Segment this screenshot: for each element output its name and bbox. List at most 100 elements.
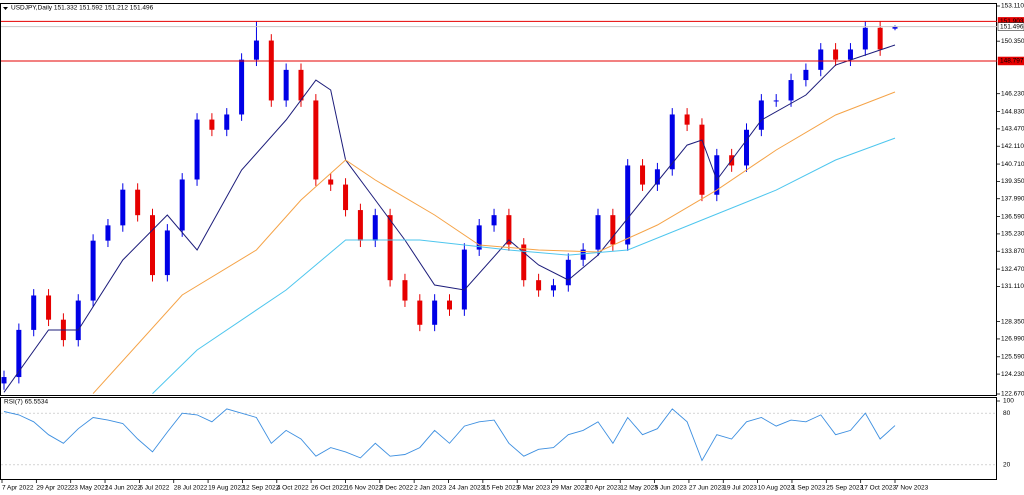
- candle-body: [610, 215, 616, 245]
- price-level-label: 151.903: [1000, 18, 1024, 25]
- y-tick-label: 135.230: [1001, 231, 1024, 238]
- candle-body: [16, 329, 22, 378]
- candle-body: [120, 189, 126, 226]
- candle-body: [268, 40, 274, 101]
- x-tick-label: 12 Sep 2022: [242, 485, 279, 492]
- y-tick-label: 20: [1003, 462, 1011, 469]
- candle-body: [75, 300, 81, 341]
- y-tick-label: 144.830: [1001, 108, 1024, 115]
- moving-average: [152, 137, 896, 394]
- symbol-header: USDJPY,Daily 151.332 151.592 151.212 151…: [11, 5, 154, 12]
- y-tick-label: 153.110: [1001, 3, 1024, 10]
- x-tick-label: 29 Apr 2022: [36, 485, 71, 492]
- y-tick-label: 126.990: [1001, 336, 1024, 343]
- candle-body: [402, 280, 408, 301]
- candle-body: [194, 119, 200, 180]
- candle-body: [550, 285, 556, 291]
- x-tick-label: 16 Nov 2022: [345, 485, 382, 492]
- y-tick-label: 139.350: [1001, 178, 1024, 185]
- y-tick-label: 128.350: [1001, 318, 1024, 325]
- y-tick-label: 131.110: [1001, 283, 1024, 290]
- candle-body: [580, 249, 586, 260]
- candle-body: [313, 100, 319, 180]
- candle-body: [135, 189, 141, 216]
- candle-body: [595, 215, 601, 250]
- candle-body: [862, 27, 868, 50]
- candle-body: [699, 124, 705, 195]
- x-tick-label: 1 Sep 2023: [792, 485, 826, 492]
- x-tick-label: 23 May 2022: [71, 485, 109, 492]
- y-tick-label: 140.710: [1001, 161, 1024, 168]
- x-tick-label: 7 Apr 2022: [2, 485, 34, 492]
- candle-body: [239, 59, 245, 115]
- candle-body: [758, 100, 764, 130]
- y-tick-label: 100: [1003, 398, 1014, 405]
- y-tick-label: 124.230: [1001, 371, 1024, 378]
- x-tick-label: 12 May 2023: [620, 485, 658, 492]
- candle-body: [803, 69, 809, 81]
- candle-body: [892, 26, 898, 29]
- y-tick-label: 132.470: [1001, 266, 1024, 273]
- x-tick-label: 29 Mar 2023: [552, 485, 589, 492]
- candle-body: [461, 249, 467, 310]
- x-tick-label: 19 Jul 2023: [723, 485, 757, 492]
- candle-body: [298, 69, 304, 101]
- price-level-tag: [997, 22, 1024, 31]
- y-tick-label: 125.590: [1001, 353, 1024, 360]
- candle-body: [521, 244, 527, 281]
- moving-average: [92, 91, 896, 394]
- candle-body: [150, 215, 155, 276]
- x-tick-label: 26 Oct 2022: [311, 485, 347, 492]
- candle-body: [343, 184, 349, 211]
- candle-body: [788, 80, 794, 101]
- candle-body: [253, 40, 259, 60]
- candle-body: [833, 49, 839, 60]
- candle-body: [847, 49, 853, 60]
- x-tick-label: 8 Dec 2022: [380, 485, 414, 492]
- candle-body: [209, 119, 215, 130]
- y-tick-label: 133.870: [1001, 248, 1024, 255]
- x-tick-label: 27 Jun 2023: [689, 485, 725, 492]
- y-tick-label: 150.350: [1001, 38, 1024, 45]
- y-tick-label: 142.110: [1001, 143, 1024, 150]
- candle-body: [224, 114, 230, 130]
- y-tick-label: 122.670: [1001, 391, 1024, 398]
- price-level-label: 148.797: [1000, 58, 1024, 65]
- candle-body: [536, 280, 542, 291]
- rsi-line: [3, 408, 896, 462]
- candle-body: [387, 215, 393, 281]
- candle-body: [877, 27, 883, 50]
- candle-body: [565, 259, 571, 286]
- candle-body: [372, 215, 378, 241]
- candle-body: [625, 165, 631, 245]
- candle-body: [179, 179, 185, 231]
- candle-body: [357, 210, 363, 241]
- y-tick-label: 146.230: [1001, 90, 1024, 97]
- candle-body: [640, 165, 646, 185]
- menu-icon[interactable]: [3, 7, 8, 10]
- candle-body: [714, 155, 720, 195]
- price-level-tag: [997, 56, 1024, 66]
- x-tick-label: 10 Aug 2023: [758, 485, 795, 492]
- y-tick-label: 137.990: [1001, 195, 1024, 202]
- price-level-label: 151.496: [1000, 23, 1024, 30]
- y-tick-label: 80: [1003, 410, 1011, 417]
- candle-body: [669, 114, 675, 170]
- x-tick-label: 7 Nov 2023: [895, 485, 929, 492]
- rsi-panel: [0, 397, 997, 480]
- main-plot: 153.110 150.350 146.230 144.830 143.470 142.1…: [1, 3, 1024, 398]
- candle-body: [105, 225, 111, 241]
- x-tick-label: 6 Jul 2022: [139, 485, 169, 492]
- moving-average: [3, 44, 896, 393]
- candle-body: [491, 215, 497, 226]
- candle-body: [654, 169, 660, 185]
- candle-body: [31, 295, 37, 330]
- x-tick-label: 17 Oct 2023: [861, 485, 897, 492]
- x-tick-label: 14 Jun 2022: [105, 485, 141, 492]
- x-tick-label: 25 Sep 2023: [826, 485, 863, 492]
- x-tick-label: 28 Jul 2022: [174, 485, 208, 492]
- y-tick-label: 136.590: [1001, 213, 1024, 220]
- candle-body: [1, 377, 7, 384]
